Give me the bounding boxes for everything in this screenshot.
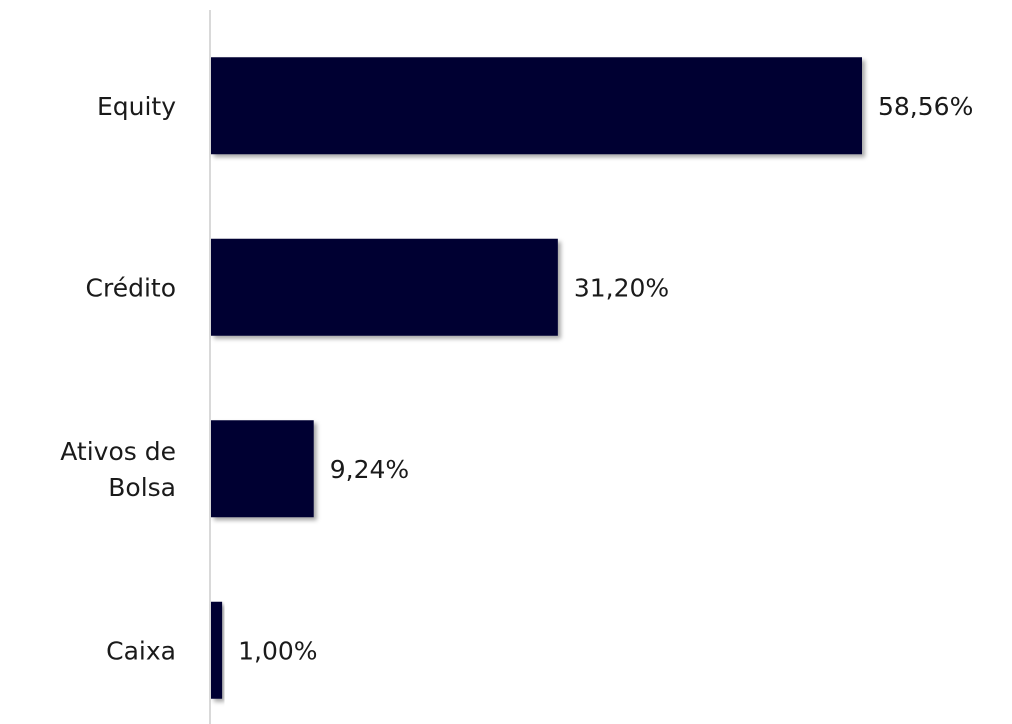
- bars-group: [211, 57, 862, 699]
- category-label-0: Equity: [97, 92, 176, 121]
- category-label-line: Crédito: [86, 273, 176, 302]
- category-label-3: Caixa: [106, 636, 176, 665]
- category-label-line: Caixa: [106, 636, 176, 665]
- bar-2: [211, 420, 314, 518]
- category-label-line: Equity: [97, 92, 176, 121]
- category-label-line: Bolsa: [108, 473, 176, 502]
- value-label-2: 9,24%: [330, 455, 409, 484]
- value-labels-group: 58,56% 31,20% 9,24% 1,00%: [238, 92, 973, 666]
- bar-3: [211, 601, 223, 699]
- value-label-3: 1,00%: [238, 636, 317, 665]
- category-label-2: Ativos de Bolsa: [60, 437, 176, 502]
- category-labels-group: Equity Crédito Ativos de Bolsa Caixa: [60, 92, 176, 666]
- category-label-line: Ativos de: [60, 437, 176, 466]
- bar-1: [211, 238, 558, 336]
- category-label-1: Crédito: [86, 273, 176, 302]
- value-label-0: 58,56%: [878, 92, 973, 121]
- value-label-1: 31,20%: [574, 273, 669, 302]
- bar-0: [211, 57, 862, 155]
